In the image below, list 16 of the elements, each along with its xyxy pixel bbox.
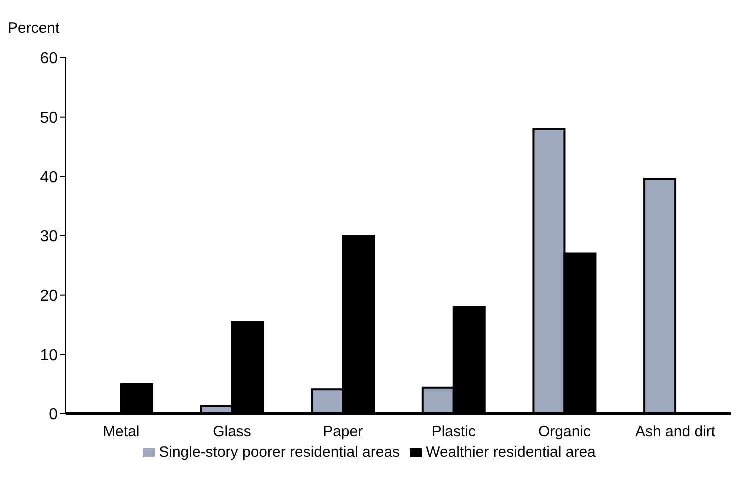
y-tick-label: 60 <box>40 50 58 68</box>
y-tick-label: 30 <box>40 228 58 246</box>
legend-label: Wealthier residential area <box>426 444 596 461</box>
x-tick-label: Metal <box>103 424 140 441</box>
x-tick-label: Plastic <box>432 424 477 441</box>
y-axis-title: Percent <box>8 20 60 37</box>
y-tick-label: 0 <box>49 406 58 424</box>
x-tick-label: Ash and dirt <box>636 424 716 441</box>
legend-label: Single-story poorer residential areas <box>159 444 400 461</box>
y-tick-label: 20 <box>40 288 58 306</box>
x-tick-label: Glass <box>213 424 252 441</box>
y-tick-label: 50 <box>40 110 58 128</box>
y-tick-label: 10 <box>40 347 58 364</box>
x-tick-label: Organic <box>538 424 592 441</box>
x-tick-label: Paper <box>323 424 364 441</box>
y-tick-label: 40 <box>40 169 58 186</box>
